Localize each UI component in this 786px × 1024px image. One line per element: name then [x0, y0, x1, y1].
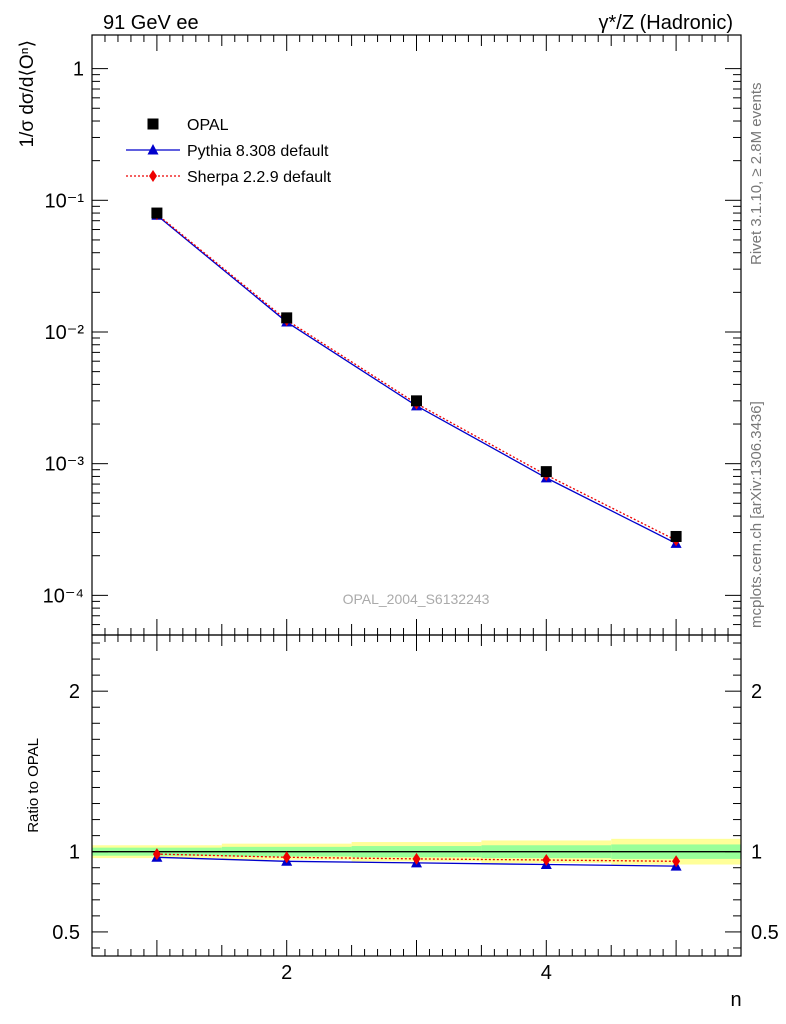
legend-marker-data [147, 118, 159, 130]
legend-marker-pythia [147, 144, 159, 155]
legend-label-sherpa: Sherpa 2.2.9 default [187, 169, 332, 186]
main-y-tick-label: 10⁻² [45, 322, 85, 344]
ratio-y-tick-label-right: 1 [751, 842, 762, 864]
x-axis-label: n [730, 989, 741, 1011]
main-y-tick-label: 10⁻⁴ [43, 585, 84, 607]
ratio-point-sherpa [542, 854, 551, 867]
ratio-point-sherpa [412, 852, 421, 865]
ratio-y-tick-label-right: 2 [751, 681, 762, 703]
main-y-axis-label: 1/σ dσ/d⟨Oⁿ⟩ [17, 40, 38, 148]
main-axis-ticks [91, 35, 742, 636]
header-right-label: γ*/Z (Hadronic) [599, 12, 733, 34]
ratio-y-axis-label: Ratio to OPAL [25, 738, 42, 833]
legend: OPAL Pythia 8.308 default Sherpa 2.2.9 def… [126, 117, 332, 186]
ratio-point-sherpa [282, 851, 291, 864]
main-panel: 1 10⁻¹ 10⁻² 10⁻³ 10⁻⁴ 1/σ dσ/d⟨Oⁿ⟩ OPAL_2004… [17, 34, 742, 636]
main-y-tick-label: 10⁻¹ [45, 190, 85, 212]
rivet-label: Rivet 3.1.10, ≥ 2.8M events [748, 83, 765, 266]
analysis-watermark: OPAL_2004_S6132243 [343, 591, 490, 607]
ratio-x-tick-label: 4 [541, 962, 552, 984]
ratio-axis-ticks [91, 635, 742, 956]
ratio-tick-labels: 2 2 1 1 0.5 0.5 2 4 [52, 681, 779, 984]
ratio-series [151, 848, 682, 871]
legend-label-pythia: Pythia 8.308 default [187, 143, 329, 160]
ratio-plot-frame [91, 634, 742, 957]
main-point-data [411, 395, 422, 407]
ratio-point-sherpa [152, 848, 161, 861]
ratio-series-line-sherpa [156, 853, 677, 862]
main-point-data [540, 466, 552, 478]
main-point-data [670, 530, 682, 542]
main-series-line-sherpa [156, 213, 677, 541]
ratio-y-tick-label-left: 0.5 [52, 922, 80, 944]
ratio-panel: 2 2 1 1 0.5 0.5 2 4 Ratio to OPAL n [25, 634, 779, 1011]
ratio-point-sherpa [672, 855, 681, 868]
legend-marker-sherpa [149, 170, 157, 182]
ratio-x-tick-label: 2 [281, 962, 292, 984]
ratio-y-tick-label-right: 0.5 [751, 922, 779, 944]
mcplots-label: mcplots.cern.ch [arXiv:1306.3436] [748, 401, 765, 628]
main-point-data [281, 312, 293, 324]
main-y-tick-label: 1 [73, 59, 84, 81]
main-point-data [151, 207, 163, 219]
ratio-y-tick-label-left: 1 [69, 842, 80, 864]
main-series-line-pythia [156, 214, 677, 544]
main-series [151, 207, 682, 548]
main-y-tick-label: 10⁻³ [45, 454, 85, 476]
legend-label-data: OPAL [187, 117, 229, 134]
ratio-y-tick-label-left: 2 [69, 681, 80, 703]
header-left-label: 91 GeV ee [103, 12, 199, 34]
main-y-tick-labels: 1 10⁻¹ 10⁻² 10⁻³ 10⁻⁴ [43, 59, 85, 608]
